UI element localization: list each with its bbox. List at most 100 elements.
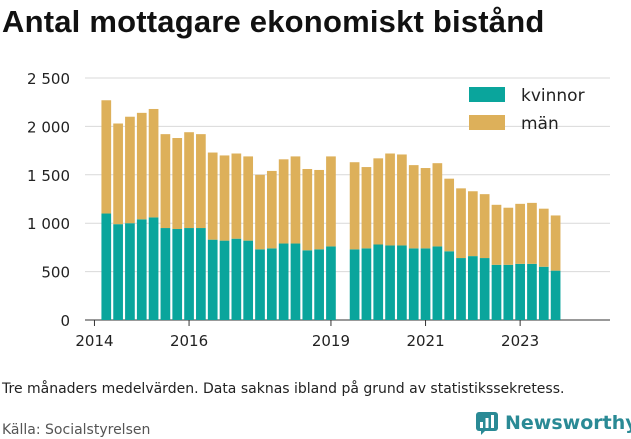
bar-kvinnor [231, 238, 242, 320]
bar-man [385, 153, 395, 246]
chart-title: Antal mottagare ekonomiskt bistånd [2, 4, 545, 39]
bar-kvinnor [101, 213, 112, 320]
bar-man [432, 163, 443, 247]
bar-kvinnor [172, 229, 183, 320]
bar-kvinnor [113, 224, 123, 320]
bar-man [231, 153, 242, 239]
bars [101, 100, 561, 320]
brand-name: Newsworthy [505, 412, 631, 434]
bar-man [515, 203, 525, 264]
bar-kvinnor [491, 264, 502, 320]
newsworthy-logo: Newsworthy [475, 410, 631, 436]
bar-man [467, 191, 478, 257]
y-tick-label: 1 500 [27, 167, 70, 185]
bar-man [184, 132, 194, 229]
bar-man [136, 112, 147, 220]
bar-man [243, 156, 254, 241]
axes: 0 500 1 000 1 500 2 000 2 500 2014 2016 2019 2021… [27, 70, 539, 350]
x-tick-label: 2023 [501, 332, 539, 350]
bar-man [302, 168, 313, 251]
bar-kvinnor [266, 248, 277, 320]
bar-kvinnor [125, 223, 135, 320]
bar-man [491, 204, 502, 265]
bar-kvinnor [420, 248, 431, 320]
bar-man [160, 134, 171, 229]
bar-man [196, 134, 206, 229]
x-tick-label: 2014 [75, 332, 113, 350]
bar-man [479, 194, 490, 259]
bar-man [101, 100, 112, 214]
bar-man [290, 156, 301, 244]
bar-kvinnor [219, 240, 230, 320]
bar-kvinnor [196, 228, 206, 320]
bar-man [456, 188, 466, 259]
y-tick-label: 2 500 [27, 70, 70, 88]
bar-man [361, 167, 372, 249]
bar-kvinnor [397, 245, 407, 320]
bar-man [397, 154, 407, 246]
bar-kvinnor [479, 258, 490, 320]
bar-man [266, 170, 277, 249]
bar-man [408, 165, 419, 249]
bar-kvinnor [255, 249, 265, 320]
bar-man [538, 208, 549, 267]
bar-man [326, 156, 336, 247]
x-tick-label: 2021 [406, 332, 444, 350]
bar-kvinnor [444, 251, 455, 320]
bar-man [503, 207, 514, 265]
y-tick-label: 0 [60, 312, 70, 330]
source-label: Källa: Socialstyrelsen [2, 422, 151, 438]
y-tick-label: 500 [41, 264, 70, 282]
bar-man [550, 215, 561, 271]
bar-man [527, 202, 537, 264]
bar-kvinnor [515, 263, 525, 320]
bar-kvinnor [207, 239, 218, 320]
bar-kvinnor [290, 243, 301, 320]
bar-kvinnor [326, 246, 336, 320]
legend: kvinnor män [469, 86, 585, 134]
legend-swatch-kvinnor [469, 87, 505, 102]
bar-kvinnor [527, 263, 537, 320]
bar-kvinnor [373, 244, 384, 320]
newsworthy-icon [476, 412, 498, 435]
bar-kvinnor [136, 219, 147, 320]
bar-man [444, 178, 455, 252]
legend-swatch-man [469, 115, 505, 130]
x-tick-label: 2019 [312, 332, 350, 350]
bar-man [219, 155, 230, 241]
bar-man [207, 152, 218, 240]
y-tick-label: 2 000 [27, 118, 70, 136]
bar-man [420, 168, 431, 249]
bar-man [314, 169, 324, 250]
y-tick-label: 1 000 [27, 215, 70, 233]
bar-kvinnor [361, 248, 372, 320]
chart-note: Tre månaders medelvärden. Data saknas ib… [2, 381, 565, 397]
bar-kvinnor [243, 240, 254, 320]
stacked-bar-chart: 0 500 1 000 1 500 2 000 2 500 2014 2016 2019 2021… [27, 70, 610, 350]
bar-kvinnor [538, 266, 549, 320]
bar-kvinnor [550, 270, 561, 320]
bar-man [349, 162, 360, 250]
bar-kvinnor [148, 217, 159, 320]
bar-man [373, 158, 384, 245]
bar-man [113, 123, 123, 225]
bar-man [172, 138, 183, 230]
x-tick-label: 2016 [170, 332, 208, 350]
bar-kvinnor [385, 245, 395, 320]
legend-label-man: män [521, 114, 559, 134]
bar-kvinnor [314, 249, 324, 320]
bar-man [255, 174, 265, 250]
bar-man [278, 159, 289, 244]
bar-man [125, 116, 135, 224]
bar-kvinnor [432, 246, 443, 320]
bar-kvinnor [349, 249, 360, 320]
bar-kvinnor [302, 250, 313, 320]
bar-kvinnor [467, 256, 478, 320]
bar-kvinnor [503, 264, 514, 320]
bar-kvinnor [456, 258, 466, 320]
bar-kvinnor [278, 243, 289, 320]
bar-kvinnor [160, 228, 171, 320]
legend-label-kvinnor: kvinnor [521, 86, 585, 106]
bar-kvinnor [184, 228, 194, 320]
bar-man [148, 108, 159, 218]
